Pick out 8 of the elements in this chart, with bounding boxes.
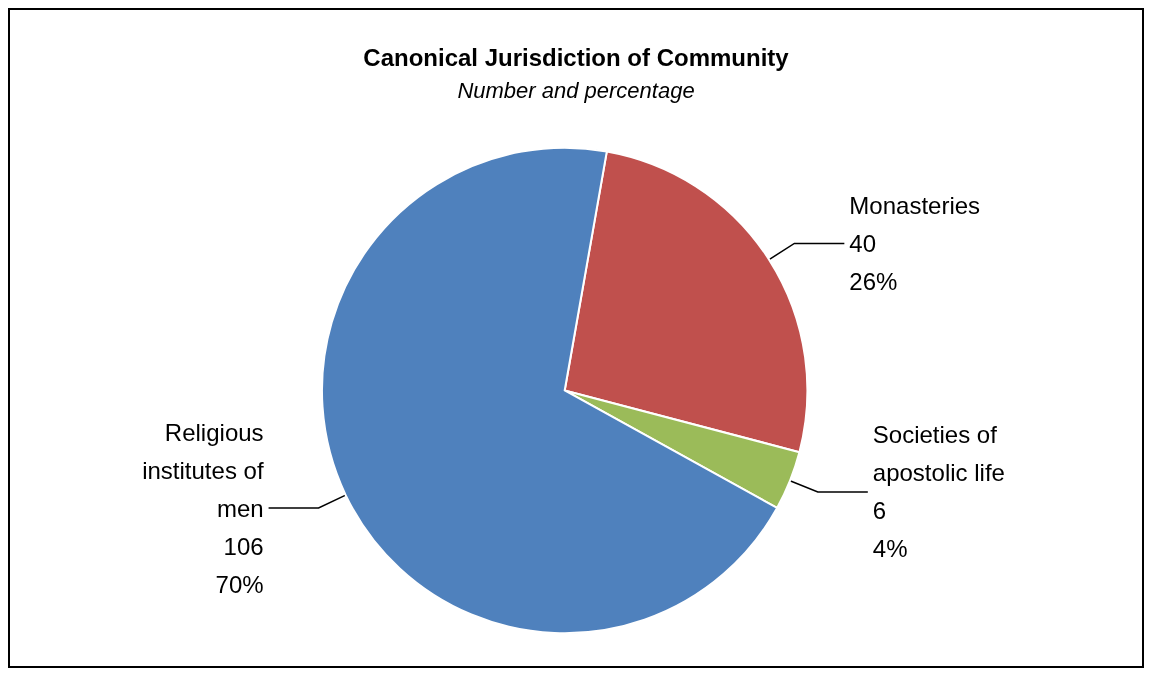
data-label: 40 26% [849, 229, 898, 295]
slice-label: Societies of apostolic life [872, 421, 1005, 487]
chart-subtitle: Number and percentage [457, 77, 695, 103]
data-label: 106 70% [215, 532, 264, 598]
slice-label: Monasteries [849, 191, 981, 219]
slice-label: Religious institutes of men [142, 418, 264, 522]
data-label: 6 4% [872, 497, 908, 563]
chart-title: Canonical Jurisdiction of Community [363, 43, 790, 71]
